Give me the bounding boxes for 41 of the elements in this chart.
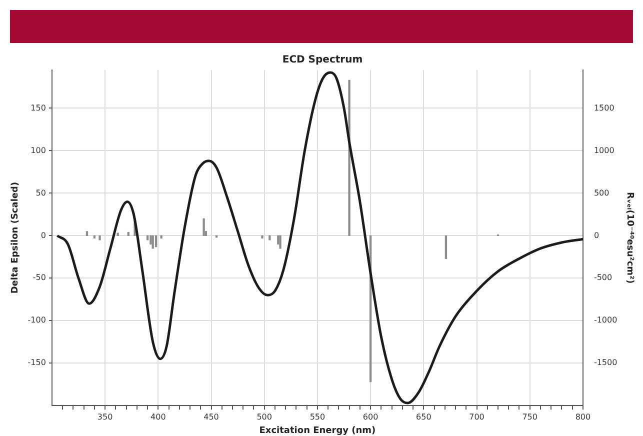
x-tick-label: 550 <box>310 412 326 422</box>
x-tick-label: 800 <box>575 412 591 422</box>
bar <box>152 235 154 249</box>
y2-tick-label: 1500 <box>594 103 614 112</box>
bar <box>202 218 205 236</box>
bar <box>98 235 101 240</box>
bar <box>116 232 119 236</box>
y-tick-label: 150 <box>30 103 46 112</box>
bar <box>127 232 130 236</box>
bar <box>444 235 448 259</box>
x-tick-label: 700 <box>469 412 484 422</box>
y-tick-label: 100 <box>30 146 46 155</box>
chart-title: ECD Spectrum <box>282 54 363 66</box>
y-tick-label: -100 <box>28 316 46 325</box>
y-tick-label: 50 <box>36 188 46 198</box>
bar <box>261 235 264 239</box>
y-tick-label: 0 <box>40 230 46 240</box>
bar <box>348 80 350 236</box>
bar <box>86 231 88 236</box>
x-tick-label: 500 <box>256 412 272 422</box>
x-tick-label: 400 <box>150 412 166 422</box>
x-tick-label: 650 <box>416 412 432 422</box>
x-tick-label: 450 <box>204 412 219 422</box>
x-axis-title: Excitation Energy (nm) <box>259 426 376 436</box>
y-axis-title: Delta Epsilon (Scaled) <box>10 182 21 294</box>
y2-tick-label: -1000 <box>594 316 618 325</box>
y2-tick-label: -1500 <box>594 358 618 368</box>
bar <box>146 235 149 240</box>
y-tick-label: -50 <box>32 273 46 282</box>
y2-tick-label: 1000 <box>594 146 614 155</box>
x-tick-label: 600 <box>362 412 378 422</box>
y2-tick-label: 0 <box>594 230 600 240</box>
bar <box>154 235 158 248</box>
bar <box>279 235 282 249</box>
x-tick-label: 750 <box>522 412 538 422</box>
x-tick-label: 350 <box>97 412 113 422</box>
y2-tick-label: 500 <box>594 188 610 198</box>
y2-tick-label: -500 <box>594 273 612 282</box>
y-tick-label: -150 <box>28 358 46 368</box>
bar <box>268 235 271 240</box>
y2-axis-title: Rᵥₑₗ(10⁻⁴⁰esu²cm²) <box>624 192 634 284</box>
